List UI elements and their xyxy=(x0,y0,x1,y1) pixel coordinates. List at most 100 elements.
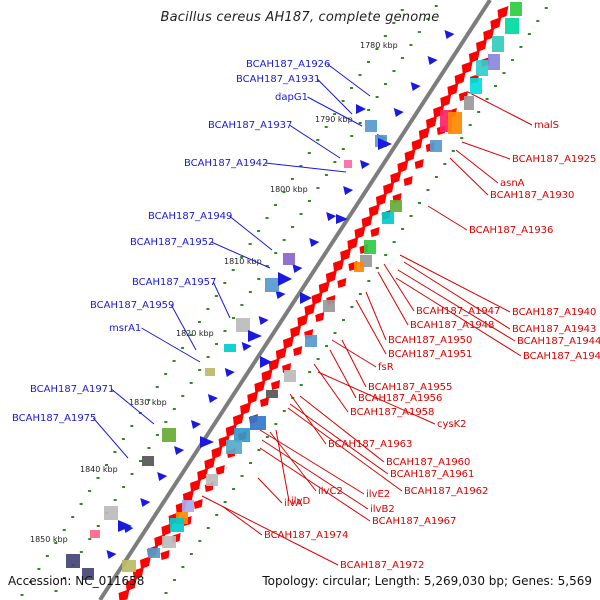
reverse-gene-label: ilvD xyxy=(291,496,310,507)
reverse-feature-arrow xyxy=(468,50,480,63)
gc-dot xyxy=(358,122,362,124)
cog-feature-box xyxy=(148,548,160,558)
kbp-tick-layer: 1780 kbp 1790 kbp 1800 kbp 1810 kbp 1820 kbp… xyxy=(30,41,398,544)
gc-dot xyxy=(215,343,219,345)
cog-feature-box xyxy=(284,370,296,382)
reverse-feature-arrow xyxy=(354,226,366,239)
forward-feature-arrow xyxy=(336,214,348,224)
reverse-feature-arrow xyxy=(325,270,337,283)
reverse-feature-arrow xyxy=(315,312,325,322)
forward-gene-label: msrA1 xyxy=(109,323,141,334)
reverse-gene-label: BCAH187_A1974 xyxy=(264,530,348,541)
gc-dot xyxy=(443,163,447,165)
cog-feature-box xyxy=(236,318,250,332)
gc-dot xyxy=(460,137,464,139)
gc-dot xyxy=(189,334,193,336)
forward-feature-arrow xyxy=(118,520,132,532)
gc-dot xyxy=(223,501,227,503)
forward-gene-label: BCAH187_A1959 xyxy=(90,300,174,311)
gc-dot xyxy=(231,269,235,271)
reverse-feature-arrow xyxy=(426,116,437,129)
reverse-leader-line xyxy=(313,363,349,413)
reverse-feature-arrow xyxy=(340,248,352,261)
reverse-leader-line xyxy=(467,91,533,126)
gc-dot xyxy=(358,293,362,295)
gc-dot xyxy=(366,61,370,63)
cog-feature-box xyxy=(344,160,352,168)
cog-feature-box xyxy=(488,54,500,70)
gc-dot xyxy=(240,304,244,306)
gc-dot xyxy=(189,553,193,555)
gc-dot xyxy=(324,126,328,128)
reverse-feature-arrow xyxy=(411,138,423,151)
forward-gene-label: BCAH187_A1937 xyxy=(208,120,292,131)
reverse-feature-arrow xyxy=(397,160,409,173)
gc-dot xyxy=(274,423,278,425)
gc-dot xyxy=(392,70,396,72)
reverse-feature-arrow xyxy=(297,314,309,327)
leader-lines-layer xyxy=(92,63,533,566)
reverse-feature-arrow xyxy=(118,589,130,600)
reverse-gene-label: BCAH187_A1930 xyxy=(490,190,574,201)
kbp-tick-label: 1790 kbp xyxy=(315,115,353,124)
gc-dot xyxy=(79,503,83,505)
reverse-feature-arrow xyxy=(275,347,287,360)
gc-dot xyxy=(434,176,438,178)
reverse-feature-arrow xyxy=(476,39,488,52)
reverse-feature-arrow xyxy=(271,380,281,390)
forward-feature-arrow xyxy=(410,82,421,91)
gc-dot xyxy=(417,31,421,33)
forward-leader-line xyxy=(170,304,197,351)
gc-dot xyxy=(367,109,371,111)
gc-dot xyxy=(384,254,388,256)
forward-feature-arrow xyxy=(444,30,455,39)
gc-dot xyxy=(392,22,396,24)
reverse-feature-arrow xyxy=(333,259,345,272)
gc-dot xyxy=(248,291,252,293)
gc-dot xyxy=(308,200,311,202)
reverse-gene-label: BCAH187_A1944 xyxy=(517,336,600,347)
gc-dot xyxy=(451,150,455,152)
reverse-leader-line xyxy=(395,277,522,357)
gc-dot xyxy=(147,447,151,449)
genome-backbone xyxy=(98,0,492,600)
gc-dot xyxy=(172,360,176,362)
reverse-feature-arrow xyxy=(390,171,402,184)
gc-dot xyxy=(206,356,210,358)
gc-dot xyxy=(333,113,337,115)
gc-dot xyxy=(88,490,92,492)
reverse-gene-label: ilvC2 xyxy=(318,486,343,497)
gc-dot xyxy=(96,525,100,527)
genome-summary-text: Topology: circular; Length: 5,269,030 bp… xyxy=(262,574,592,588)
gc-dot xyxy=(282,239,286,241)
cog-feature-box xyxy=(226,440,242,454)
gc-dot xyxy=(198,540,202,542)
forward-gene-label: dapG1 xyxy=(275,92,308,103)
reverse-feature-arrow xyxy=(161,523,173,536)
cog-feature-box xyxy=(382,212,394,224)
gc-dot xyxy=(290,178,294,180)
reverse-gene-label: BCAH187_A1947 xyxy=(416,306,500,317)
gc-dot xyxy=(28,581,32,583)
reverse-feature-arrow xyxy=(268,358,280,371)
reverse-gene-label: BCAH187_A1963 xyxy=(328,439,412,450)
gc-dot xyxy=(400,9,404,11)
gc-dot xyxy=(206,527,210,529)
kbp-tick-label: 1850 kbp xyxy=(30,535,68,544)
cog-feature-box xyxy=(476,60,488,76)
reverse-feature-arrow xyxy=(215,465,225,475)
cog-feature-box xyxy=(104,506,118,520)
reverse-gene-label: malS xyxy=(534,120,559,131)
gc-dot xyxy=(164,373,168,375)
forward-leader-line xyxy=(110,388,155,425)
kbp-tick-label: 1840 kbp xyxy=(80,465,118,474)
cog-feature-box xyxy=(170,518,184,532)
cog-feature-box xyxy=(82,568,94,580)
gc-dot xyxy=(401,228,405,230)
gc-dot xyxy=(426,189,430,191)
gc-dot xyxy=(291,226,295,228)
cog-feature-box xyxy=(265,278,279,292)
reverse-gene-label: ilvA xyxy=(284,498,302,509)
forward-feature-arrow xyxy=(207,394,218,403)
